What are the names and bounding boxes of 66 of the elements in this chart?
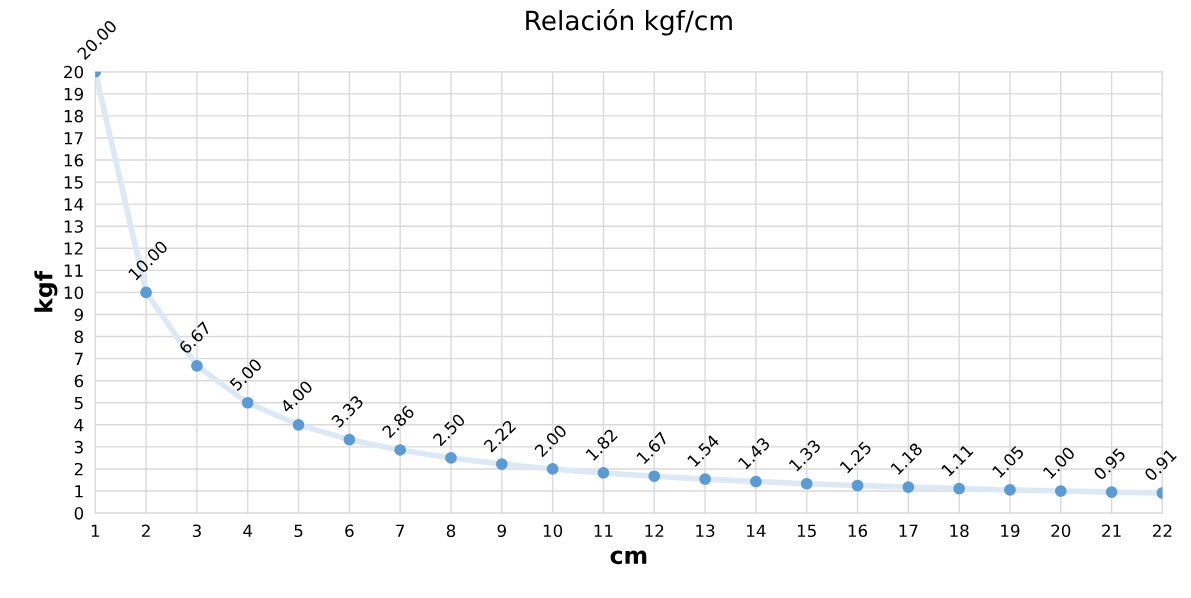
point — [648, 470, 661, 483]
point — [902, 481, 915, 493]
x-tick-label: 13 — [696, 524, 715, 538]
point — [699, 473, 711, 485]
point — [1054, 485, 1067, 497]
x-tick-label: 12 — [645, 524, 664, 537]
point — [495, 458, 508, 470]
x-tick-label: 3 — [192, 524, 201, 538]
y-tick-label: 1 — [75, 485, 83, 498]
y-tick-label: 19 — [64, 87, 83, 101]
point — [191, 360, 203, 372]
x-tick-label: 4 — [243, 524, 253, 537]
y-tick-label: 13 — [64, 220, 83, 233]
y-tick-label: 18 — [64, 109, 84, 123]
x-tick-label: 10 — [543, 524, 563, 538]
x-tick-label: 2 — [142, 524, 150, 537]
y-tick-label: 2 — [74, 462, 83, 476]
y-tick-label: 9 — [74, 308, 83, 322]
x-tick-label: 1 — [91, 524, 100, 537]
y-tick-label: 6 — [74, 374, 84, 388]
point — [1004, 484, 1016, 496]
point — [1105, 486, 1118, 498]
x-tick-label: 7 — [396, 524, 405, 537]
y-tick-label: 14 — [64, 198, 84, 211]
x-tick-label: 21 — [1102, 524, 1121, 537]
y-tick-label: 15 — [64, 176, 83, 189]
y-tick-label: 4 — [74, 419, 84, 432]
x-tick-label: 20 — [1051, 524, 1071, 538]
y-tick-label: 11 — [64, 264, 83, 277]
point — [953, 482, 965, 495]
point — [292, 418, 305, 431]
x-tick-label: 11 — [594, 524, 613, 537]
y-tick-label: 17 — [64, 132, 83, 145]
point — [546, 463, 559, 475]
x-tick-label: 9 — [497, 524, 506, 538]
x-tick-label: 6 — [345, 524, 354, 538]
y-tick-label: 3 — [74, 440, 83, 454]
point — [343, 433, 356, 446]
y-tick-label: 20 — [64, 65, 84, 79]
y-tick-label: 0 — [74, 507, 84, 520]
y-tick-label: 8 — [74, 330, 84, 344]
point — [394, 444, 407, 456]
chart-title: Relación kgf/cm — [526, 8, 732, 36]
x-axis-title: cm — [610, 550, 647, 565]
point — [750, 475, 762, 488]
point — [241, 396, 254, 409]
x-tick-label: 19 — [1001, 524, 1020, 538]
x-tick-label: 15 — [797, 524, 816, 538]
x-tick-label: 14 — [747, 524, 766, 537]
x-tick-label: 5 — [294, 524, 303, 538]
x-tick-label: 18 — [950, 524, 969, 538]
y-tick-label: 5 — [74, 396, 83, 410]
y-axis-title: kgf — [34, 270, 58, 312]
point — [445, 452, 457, 464]
x-tick-label: 17 — [899, 524, 918, 537]
x-tick-label: 16 — [848, 524, 868, 538]
y-tick-label: 12 — [64, 242, 83, 255]
y-tick-label: 7 — [74, 352, 83, 365]
y-tick-label: 16 — [64, 153, 84, 167]
point — [597, 467, 610, 479]
point — [800, 477, 813, 490]
x-tick-label: 22 — [1153, 524, 1172, 537]
y-tick-label: 10 — [64, 286, 84, 299]
point — [140, 286, 152, 299]
point — [851, 479, 864, 492]
x-tick-label: 8 — [446, 524, 456, 538]
